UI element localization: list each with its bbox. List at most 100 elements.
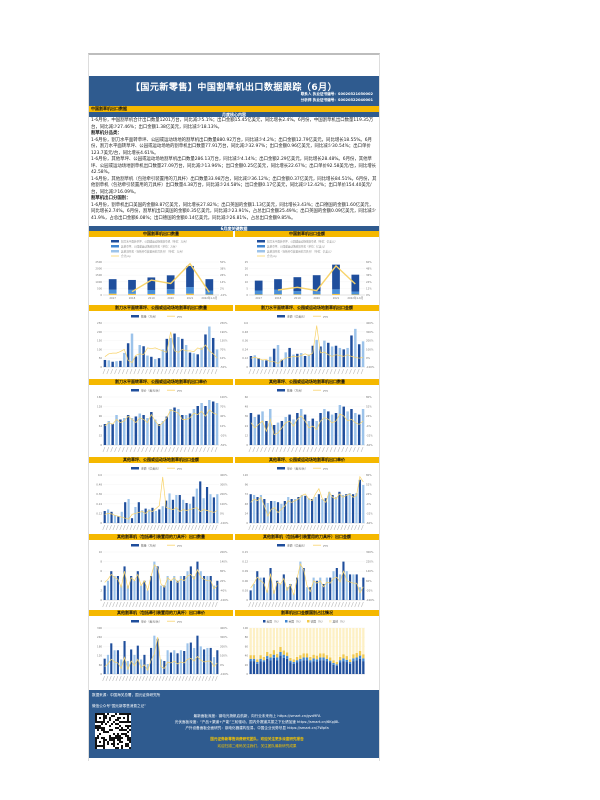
x-tick-label — [174, 524, 177, 531]
bar — [209, 494, 212, 523]
qr-code[interactable] — [95, 713, 131, 749]
legend: 单价（美元/台） yoy — [131, 620, 182, 624]
chart-title: 中国割草机出口金额 — [235, 231, 379, 237]
y2-axis: -60% -32% -4% 24% 52% 80% — [366, 473, 373, 525]
x-tick-label — [150, 524, 153, 531]
x-tick-label — [310, 368, 314, 375]
bar — [181, 415, 184, 445]
y-tick-label: 25 — [245, 260, 249, 264]
x-tick-label — [160, 524, 163, 531]
bar — [303, 356, 307, 367]
x-tick-label — [199, 446, 202, 453]
chart-svg: 割刀水平面转草坪、公园或运动场地割草机（单位：万台）其他草坪、公园或运动场地割草… — [95, 240, 227, 300]
bar-segment — [309, 628, 312, 657]
bar-segment — [293, 291, 302, 295]
bars — [248, 479, 365, 531]
bar — [196, 406, 199, 445]
x-tick-label — [275, 524, 279, 531]
legend-label: yoy — [177, 389, 182, 393]
y-tick-label: 20 — [245, 267, 249, 271]
y-tick-label: 4 — [100, 579, 102, 583]
x-tick-label: 2017 — [255, 296, 262, 300]
bar — [348, 493, 351, 523]
x-tick-label: 2019 — [148, 296, 155, 300]
bar-segment — [147, 293, 156, 295]
bar — [196, 561, 199, 600]
x-tick-label — [110, 446, 113, 453]
y2-tick-label: 36% — [366, 273, 372, 277]
legend-swatch — [285, 620, 288, 623]
bar-segment — [325, 661, 329, 674]
bar-segment — [312, 661, 315, 674]
chart-c5: 数量（万台） yoy 0 12 24 36 48 60 -60% -32% -4% 24% 52% 80% — [235, 386, 379, 455]
bar-segment — [362, 628, 365, 655]
legend-swatch — [257, 245, 265, 248]
bar — [199, 571, 202, 600]
x-tick-label — [284, 601, 288, 608]
report-link-2[interactable]: 光伏面板深度：“产品+渠道+产能”三轮驱动，国内外赛道共振之下业绩加速 http… — [174, 720, 340, 724]
x-tick-label — [185, 675, 188, 682]
y2-tick-label: 26% — [220, 273, 226, 277]
y2-tick-label: -100% — [220, 672, 229, 676]
bar — [133, 654, 136, 674]
bar — [133, 580, 136, 600]
bar — [256, 571, 259, 600]
bar — [202, 498, 205, 523]
y2-tick-label: 300% — [366, 550, 374, 554]
y-tick-label: 150 — [97, 339, 102, 343]
y-tick-label: 0.12 — [242, 560, 248, 564]
x-tick-label — [128, 601, 132, 608]
y2-tick-label: 220% — [366, 560, 374, 564]
bar-segment — [252, 661, 256, 674]
bar-segment — [254, 290, 263, 295]
y2-tick-label: -32% — [366, 511, 373, 515]
legend-swatch — [263, 620, 266, 623]
bar-segment — [289, 657, 292, 661]
bar-segment — [332, 662, 335, 665]
report-link-1[interactable]: 最新面板深度：钢电光扬帆启航新，向行业未来而上 https://smart.cn… — [193, 714, 321, 718]
y-tick-label: 120 — [243, 473, 248, 477]
legend: 金额（亿美元） yoy — [277, 544, 328, 548]
y2-tick-label: 200% — [220, 550, 228, 554]
yoy-line — [104, 637, 218, 672]
chart-svg: 数量（万台） yoy 0 2 4 6 8 10 -100% -40% 20% 80% 140% 200% — [99, 544, 229, 608]
y2-tick-label: 60% — [366, 579, 372, 583]
y2-tick-label: 200% — [220, 492, 228, 496]
bar — [280, 503, 283, 523]
x-tick-label — [141, 368, 144, 375]
x-tick-label — [214, 446, 218, 453]
y-tick-label: 0.6 — [98, 473, 102, 477]
bar-segment — [335, 628, 338, 663]
x-tick-label — [333, 446, 337, 453]
x-tick-label — [145, 446, 148, 453]
y2-tick-label: 2% — [220, 286, 225, 290]
legend-label: 其他割草机（包括牵引装置用的刀具杆）（单位：亿美元） — [267, 250, 333, 254]
x-tick-label — [289, 524, 292, 531]
x-tick-label — [177, 524, 181, 531]
x-tick-label — [198, 601, 202, 608]
bar-segment — [252, 655, 256, 659]
x-tick-label — [354, 524, 357, 531]
legend-label: 其他草坪、公园或运动场地割草机（单位：亿美元） — [267, 245, 327, 249]
y2-tick-label: -60% — [366, 521, 373, 525]
bar-segment — [322, 628, 325, 654]
yoy-line — [104, 564, 218, 592]
y-tick-label: 0 — [100, 672, 102, 676]
y-tick-label: 200 — [97, 330, 102, 334]
y2-tick-label: 12% — [366, 286, 372, 290]
legend: 数量（万台） yoy — [277, 389, 328, 393]
bar — [299, 409, 303, 445]
legend: 数量（万台） yoy — [131, 544, 182, 548]
bar-segment — [205, 290, 214, 295]
report-link-3[interactable]: 户外设备面板全面研究：钢电化器建构至易，中国企业优势尽显 https://sma… — [185, 726, 329, 730]
bar — [111, 361, 114, 367]
bar — [342, 349, 345, 367]
yoy-line — [104, 409, 218, 427]
bar — [161, 421, 165, 445]
bars: 2017 2018 2019 2020 2021 2022年1-6月 — [108, 265, 218, 300]
x-tick-label — [354, 601, 357, 608]
x-tick-label — [317, 601, 321, 608]
bar — [362, 485, 365, 523]
x-tick-label — [291, 601, 295, 608]
bar-segment — [338, 656, 342, 661]
